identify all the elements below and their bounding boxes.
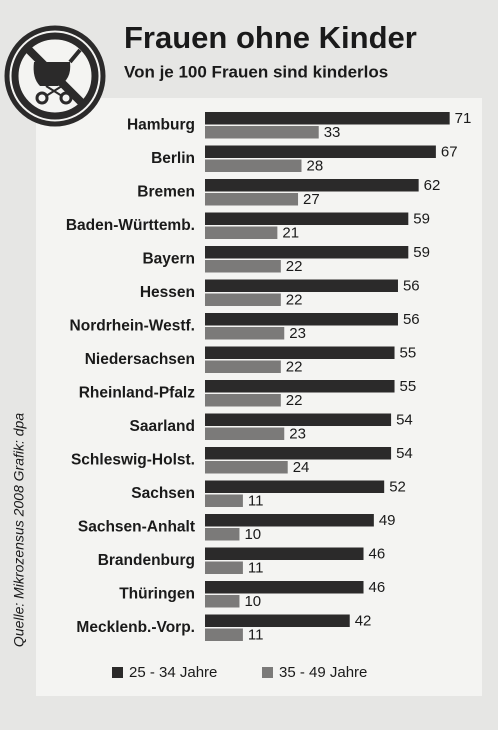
category-label: Thüringen <box>119 586 195 603</box>
value-label: 59 <box>413 244 430 261</box>
category-label: Nordrhein-Westf. <box>70 318 195 335</box>
category-label: Saarland <box>130 418 195 435</box>
legend-label: 25 - 34 Jahre <box>129 664 217 681</box>
chart-title: Frauen ohne Kinder <box>124 20 417 55</box>
value-label: 24 <box>293 459 310 476</box>
bar <box>205 279 398 292</box>
bar <box>205 394 281 407</box>
category-label: Hessen <box>140 284 195 301</box>
value-label: 54 <box>396 412 413 429</box>
value-label: 46 <box>369 579 386 596</box>
value-label: 11 <box>248 560 264 577</box>
bar <box>205 547 364 560</box>
bar <box>205 126 319 139</box>
bar <box>205 327 285 340</box>
value-label: 56 <box>403 311 420 328</box>
chart-subtitle: Von je 100 Frauen sind kinderlos <box>124 62 388 81</box>
value-label: 22 <box>286 258 303 275</box>
bar <box>205 413 392 426</box>
bar <box>205 628 243 641</box>
legend-swatch <box>112 667 123 678</box>
value-label: 11 <box>248 493 264 510</box>
legend-swatch <box>262 667 273 678</box>
category-label: Niedersachsen <box>85 351 195 368</box>
bar <box>205 614 350 627</box>
category-label: Baden-Württemb. <box>66 217 195 234</box>
bar <box>205 112 450 125</box>
bar <box>205 193 299 206</box>
bar <box>205 260 281 273</box>
value-label: 28 <box>306 158 323 175</box>
no-pram-icon <box>4 25 106 127</box>
category-label: Sachsen-Anhalt <box>78 519 195 536</box>
bar <box>205 427 285 440</box>
bar <box>205 293 281 306</box>
category-label: Brandenburg <box>98 552 195 569</box>
bar <box>205 447 392 460</box>
value-label: 23 <box>289 325 306 342</box>
value-label: 49 <box>379 512 396 529</box>
value-label: 22 <box>286 359 303 376</box>
value-label: 71 <box>455 110 472 127</box>
value-label: 54 <box>396 445 413 462</box>
value-label: 27 <box>303 191 320 208</box>
value-label: 52 <box>389 479 406 496</box>
category-label: Berlin <box>151 150 195 167</box>
value-label: 22 <box>286 292 303 309</box>
value-label: 11 <box>248 627 264 644</box>
category-label: Hamburg <box>127 117 195 134</box>
bar <box>205 346 395 359</box>
legend-label: 35 - 49 Jahre <box>279 664 367 681</box>
category-label: Rheinland-Pfalz <box>79 385 196 402</box>
category-label: Schleswig-Holst. <box>71 452 195 469</box>
bar <box>205 528 240 541</box>
value-label: 21 <box>282 225 299 242</box>
value-label: 10 <box>244 526 261 543</box>
bar <box>205 380 395 393</box>
bar <box>205 581 364 594</box>
category-label: Bayern <box>142 251 195 268</box>
bar <box>205 514 374 527</box>
value-label: 62 <box>424 177 441 194</box>
category-label: Sachsen <box>131 485 195 502</box>
value-label: 42 <box>355 613 372 630</box>
value-label: 59 <box>413 211 430 228</box>
bar <box>205 212 409 225</box>
bar <box>205 595 240 608</box>
value-label: 55 <box>400 378 417 395</box>
bar <box>205 561 243 574</box>
bar <box>205 313 398 326</box>
value-label: 46 <box>369 546 386 563</box>
source-note: Quelle: Mikrozensus 2008 Grafik: dpa <box>11 413 27 647</box>
value-label: 55 <box>400 345 417 362</box>
bar <box>205 145 436 158</box>
category-label: Bremen <box>137 184 195 201</box>
value-label: 22 <box>286 392 303 409</box>
bar <box>205 461 288 474</box>
value-label: 33 <box>324 124 341 141</box>
category-label: Mecklenb.-Vorp. <box>76 619 195 636</box>
bar <box>205 246 409 259</box>
value-label: 67 <box>441 144 458 161</box>
value-label: 10 <box>244 593 261 610</box>
bar <box>205 159 302 172</box>
bar <box>205 226 278 239</box>
bar <box>205 179 419 192</box>
value-label: 23 <box>289 426 306 443</box>
bar <box>205 494 243 507</box>
bar <box>205 360 281 373</box>
bar <box>205 480 385 493</box>
value-label: 56 <box>403 278 420 295</box>
